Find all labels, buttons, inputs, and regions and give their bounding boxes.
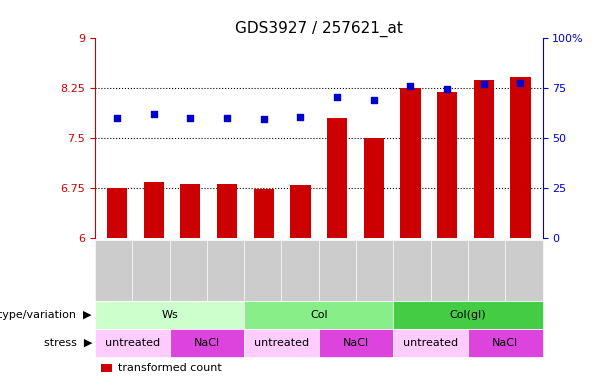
Text: untreated: untreated [254, 338, 309, 348]
Text: untreated: untreated [105, 338, 160, 348]
Point [516, 80, 525, 86]
Bar [254, 189, 274, 238]
Text: NaCl: NaCl [343, 338, 369, 348]
Point [259, 116, 268, 122]
Bar [107, 188, 127, 238]
Point [149, 111, 159, 117]
Text: NaCl: NaCl [492, 338, 518, 348]
Point [332, 94, 342, 100]
Point [406, 83, 416, 89]
Bar [437, 92, 457, 238]
Text: untreated: untreated [403, 338, 458, 348]
Text: stress  ▶: stress ▶ [44, 338, 92, 348]
Point [222, 114, 232, 121]
Text: transformed count: transformed count [118, 363, 222, 373]
Point [442, 86, 452, 92]
Text: Col: Col [310, 310, 327, 320]
Text: NaCl: NaCl [194, 338, 220, 348]
Title: GDS3927 / 257621_at: GDS3927 / 257621_at [235, 21, 403, 37]
Bar [400, 88, 421, 238]
Point [112, 115, 122, 121]
Text: genotype/variation  ▶: genotype/variation ▶ [0, 310, 92, 320]
Bar [511, 77, 531, 238]
Text: Col(gl): Col(gl) [449, 310, 486, 320]
Bar [291, 185, 311, 238]
Point [295, 114, 305, 120]
Text: Ws: Ws [161, 310, 178, 320]
Point [186, 114, 196, 121]
Bar [474, 79, 494, 238]
Bar [217, 184, 237, 238]
Bar [180, 184, 200, 238]
Point [369, 96, 379, 103]
Bar [143, 182, 164, 238]
Bar [327, 118, 347, 238]
Point [479, 81, 489, 87]
Bar [364, 137, 384, 238]
